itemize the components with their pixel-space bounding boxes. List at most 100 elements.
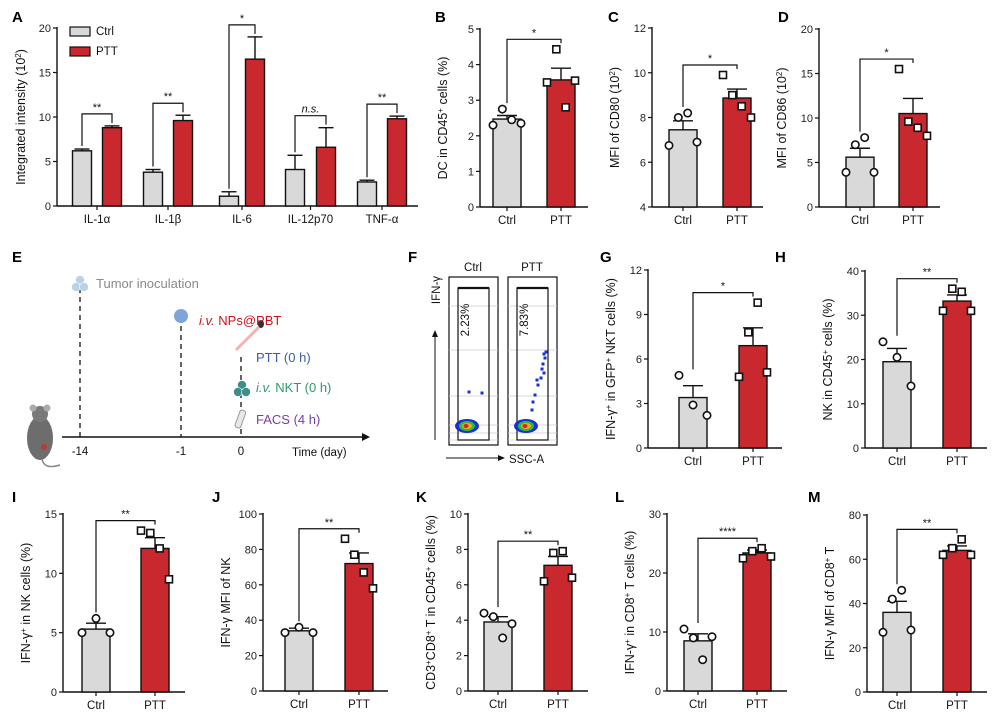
y-axis-label-part: DC in CD45 <box>436 113 450 180</box>
y-tick-label: 60 <box>849 554 861 566</box>
data-point-circle <box>887 594 897 604</box>
y-axis-label-part: T <box>823 546 837 557</box>
data-point-square <box>938 550 948 560</box>
x-tick-label: PTT <box>547 699 569 711</box>
event-dot <box>543 356 547 360</box>
y-axis-label-part: CD8 <box>424 635 438 660</box>
y-tick-label: 6 <box>636 354 642 366</box>
y-axis-label-part: + <box>823 557 832 562</box>
y-axis-label-part: in NK cells (%) <box>19 543 33 628</box>
data-point-square <box>359 568 368 577</box>
gate-percent: 2.23% <box>460 304 472 337</box>
data-point-circle <box>516 118 526 128</box>
data-point-circle <box>688 400 698 410</box>
x-tick-label: IL-12p70 <box>288 214 333 226</box>
y-axis-label-part: ) <box>775 67 789 71</box>
panel-letter: J <box>212 489 220 506</box>
y-tick-label: 6 <box>640 157 646 169</box>
data-point-square <box>948 543 957 553</box>
y-axis-label-part: in CD8 <box>623 597 637 639</box>
bar-ctrl <box>683 640 713 692</box>
data-point-square <box>155 544 164 553</box>
y-axis-label: Integrated intensity (102) <box>14 49 29 185</box>
data-point-circle <box>906 625 916 635</box>
y-axis-label: MFI of CD80 (102) <box>608 67 623 168</box>
significance-label: * <box>721 281 726 293</box>
bar-ptt <box>101 126 123 207</box>
data-point-square <box>922 131 932 141</box>
y-axis-label: IFN-γ+ in GFP+ NKT cells (%) <box>604 278 619 440</box>
panel-h: H 0 10 20 30 40 NK in CD45+ cells (%) Ctrl PTT ** <box>775 249 987 468</box>
data-point-square <box>136 526 146 535</box>
y-tick-label: 3 <box>636 399 642 411</box>
panel-letter: E <box>12 249 22 266</box>
data-point-square <box>766 552 776 561</box>
y-axis-label-part: IFN-γ <box>19 632 33 663</box>
y-tick-label: 20 <box>847 355 859 367</box>
data-point-circle <box>673 113 683 123</box>
y-tick-label: 0 <box>468 202 474 214</box>
event-dot <box>541 362 545 366</box>
y-tick-label: 0 <box>251 686 257 698</box>
data-point-circle <box>507 619 517 629</box>
y-axis-label-part: + <box>604 357 613 362</box>
y-axis-label-part: cells (%) <box>424 515 438 566</box>
event-dot <box>542 352 546 356</box>
panel-e: E -14 -1 0 Time (day) Tumor inoculation i.v. N… <box>12 249 370 468</box>
y-axis-label-part: 2 <box>608 71 617 76</box>
data-point-circle <box>507 115 517 125</box>
x-tick-label: PTT <box>144 700 166 712</box>
time-axis-label: Time (day) <box>292 447 347 459</box>
bar-ctrl <box>668 129 698 208</box>
significance-label: * <box>708 53 713 65</box>
data-point-circle <box>683 108 693 118</box>
y-axis-label-part: + <box>436 108 445 113</box>
y-tick-label: 10 <box>450 509 462 521</box>
y-axis-label-part: IFN-γ <box>604 409 618 440</box>
panel-letter: M <box>808 489 821 506</box>
x-tick-label: PTT <box>946 456 968 468</box>
flow-x-label: SSC-A <box>509 454 544 466</box>
y-axis-label-part: + <box>19 628 28 633</box>
data-point-square <box>570 76 580 85</box>
y-tick-label: 20 <box>849 643 861 655</box>
significance-bracket <box>366 103 398 178</box>
y-tick-label: 20 <box>39 23 51 35</box>
data-point-square <box>966 550 976 560</box>
data-point-circle <box>878 337 888 347</box>
y-tick-label: 12 <box>630 265 642 277</box>
data-point-square <box>552 44 561 54</box>
bar-ctrl <box>882 611 912 693</box>
bar-ptt <box>722 97 752 208</box>
bar-ptt <box>898 112 928 208</box>
significance-bracket <box>81 113 113 147</box>
x-tick-label: PTT <box>726 215 748 227</box>
data-point-square <box>957 287 966 297</box>
mouse-tail <box>41 458 61 468</box>
bar-ptt <box>244 58 266 207</box>
y-tick-label: 8 <box>456 544 462 556</box>
y-tick-label: 80 <box>849 510 861 522</box>
significance-label: ** <box>164 91 173 103</box>
significance-bracket <box>506 38 562 104</box>
panel-letter: A <box>12 9 23 26</box>
data-point-circle <box>280 628 290 638</box>
data-point-circle <box>869 167 879 177</box>
bar-ctrl <box>882 361 912 449</box>
cell-shape <box>241 387 251 397</box>
y-axis-label-part: + <box>821 350 830 355</box>
data-point-square <box>757 543 766 553</box>
panel-letter: K <box>416 489 427 506</box>
legend-swatch-ptt <box>69 46 91 57</box>
data-point-circle <box>498 633 508 643</box>
data-point-square <box>542 78 552 87</box>
significance-bracket <box>152 102 184 167</box>
y-axis-label-part: + <box>424 660 433 665</box>
y-tick-label: 10 <box>45 568 57 580</box>
data-point-square <box>728 90 737 100</box>
y-tick-label: 0 <box>655 686 661 698</box>
panel-a: A 0 5 10 15 20 Integrated intensity (102) ** IL-… <box>12 9 418 226</box>
y-axis-label-part: + <box>623 592 632 597</box>
data-point-circle <box>692 137 702 147</box>
